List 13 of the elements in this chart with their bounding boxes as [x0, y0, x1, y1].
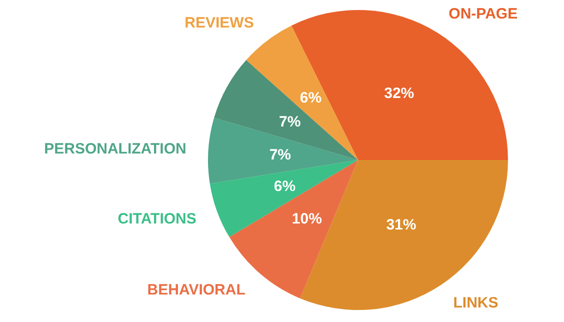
slice-label: LINKS [453, 294, 498, 312]
data-label: 10% [292, 210, 322, 228]
slice-label: CITATIONS [118, 210, 196, 228]
data-label: 31% [386, 216, 416, 234]
data-label: 7% [269, 146, 291, 164]
slice-label: ON-PAGE [448, 5, 518, 22]
data-label: 32% [384, 85, 414, 102]
data-label: 6% [274, 178, 296, 196]
slice-label: BEHAVIORAL [147, 281, 246, 298]
slice-label: PERSONALIZATION [44, 140, 186, 158]
data-label: 6% [300, 89, 322, 106]
slice-label: REVIEWS [184, 14, 254, 32]
data-label: 7% [278, 114, 301, 131]
